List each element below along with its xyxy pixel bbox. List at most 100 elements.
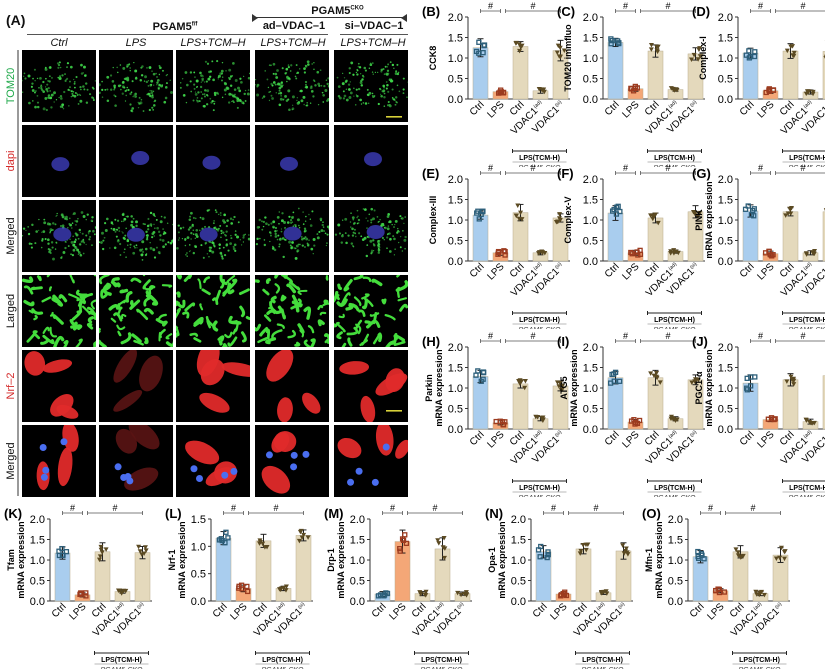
bar (255, 540, 272, 602)
data-point (222, 540, 228, 546)
y-tick-label: 0.0 (583, 94, 598, 106)
y-tick-label: 0.5 (448, 74, 463, 86)
group-bracket-label: LPS(TCM-H) (739, 657, 780, 664)
micrograph-larged-3 (255, 275, 329, 347)
data-point (648, 42, 654, 48)
y-tick-label: 2.0 (668, 514, 683, 526)
y-axis-label: PGC1-α (694, 371, 704, 405)
panel-letter: (E) (422, 166, 439, 181)
y-tick-label: 2.0 (583, 174, 598, 186)
group-bracket-label: LPS(TCM-H) (654, 485, 695, 492)
data-point (136, 544, 142, 550)
bar-chart-k: (K) 0.0 0.5 1.0 1.5 2.0 Tfam mRNA expression # # C… (4, 504, 152, 669)
significance-mark: # (432, 504, 437, 513)
group-bracket-label: LPS(TCM-H) (582, 657, 623, 664)
panel-letter: (O) (642, 506, 661, 521)
data-point (788, 44, 794, 50)
data-point (804, 89, 810, 94)
data-point (743, 52, 750, 58)
group-bracket-label: LPS(TCM-H) (519, 155, 560, 162)
data-point (765, 416, 771, 422)
y-axis-label-line2: mRNA expression (336, 521, 346, 598)
x-tick-label: Ctrl (738, 261, 757, 280)
data-point (696, 47, 702, 53)
data-point (96, 557, 102, 563)
micrograph-dapi-1 (99, 125, 173, 197)
significance-mark: # (70, 504, 75, 513)
y-tick-label: 0.5 (583, 74, 598, 86)
y-tick-label: 0.0 (350, 596, 365, 608)
data-point (773, 556, 779, 561)
data-point (692, 377, 698, 382)
data-point (535, 547, 542, 553)
y-tick-label: 1.0 (583, 53, 598, 65)
data-point (607, 380, 614, 386)
data-point (651, 214, 657, 220)
micrograph-dapi-4 (334, 125, 408, 197)
micrograph-merged-1 (99, 200, 173, 272)
micrograph-tom20-3 (255, 50, 329, 122)
data-point (812, 249, 818, 254)
micrograph-dapi-0 (22, 125, 96, 197)
data-point (245, 588, 251, 595)
bar (647, 217, 664, 262)
y-axis-label: Opa-1 (487, 547, 497, 573)
y-tick-label: 1.0 (583, 383, 598, 395)
data-point (616, 378, 623, 384)
data-point (620, 543, 626, 548)
data-point (803, 251, 809, 256)
panel-letter: (I) (557, 334, 569, 349)
panel-letter: (M) (324, 506, 344, 521)
micrograph-merged-0 (22, 425, 96, 497)
x-tick-label: LPS (485, 99, 506, 120)
y-tick-label: 0.0 (191, 596, 206, 608)
bar (647, 50, 664, 100)
data-point (260, 541, 266, 547)
data-point (761, 592, 767, 598)
data-point (751, 53, 758, 60)
data-point (604, 591, 610, 596)
significance-mark: # (112, 504, 117, 513)
data-point (375, 593, 382, 599)
panel-letter: (B) (422, 4, 440, 19)
y-tick-label: 0.5 (583, 404, 598, 416)
data-point (778, 545, 784, 551)
panel-letter: (N) (485, 506, 503, 521)
y-tick-label: 1.0 (511, 555, 526, 567)
data-point (516, 42, 522, 47)
significance-mark: # (750, 504, 755, 513)
micrograph-tom20-4 (334, 50, 408, 122)
y-tick-label: 1.5 (30, 535, 45, 547)
data-point (791, 50, 797, 56)
y-tick-label: 2.0 (350, 514, 365, 526)
data-point (98, 547, 104, 553)
data-point (735, 553, 741, 558)
x-tick-label: LPS (387, 601, 408, 622)
bar (512, 383, 529, 430)
y-tick-label: 1.0 (718, 383, 733, 395)
data-point (695, 548, 701, 555)
data-point (629, 251, 635, 257)
data-point (721, 589, 728, 595)
data-point (301, 532, 307, 538)
bar-chart-l: (L) 0.0 0.5 1.0 1.5 Nrf-1 mRNA expression # # Ctr… (165, 504, 313, 669)
data-point (655, 49, 661, 55)
data-point (701, 556, 707, 562)
x-tick-label: LPS (485, 261, 506, 282)
y-tick-label: 0.0 (448, 256, 463, 268)
y-axis-label-line2: mRNA expression (704, 349, 714, 426)
data-point (281, 585, 287, 591)
group-bracket-label: LPS(TCM-H) (654, 317, 695, 324)
micrograph-dapi-3 (255, 125, 329, 197)
group-bracket-sublabel: PGAM5-CKO (788, 327, 825, 329)
data-point (516, 216, 522, 222)
panel-letter-a: (A) (6, 12, 26, 28)
data-point (561, 48, 567, 53)
y-tick-label: 0.5 (718, 236, 733, 248)
x-tick-label: Ctrl (50, 601, 69, 620)
x-tick-label: Ctrl (688, 601, 707, 620)
y-tick-label: 2.0 (448, 342, 463, 354)
bar (742, 210, 759, 262)
data-point (473, 372, 479, 378)
data-point (216, 537, 223, 543)
